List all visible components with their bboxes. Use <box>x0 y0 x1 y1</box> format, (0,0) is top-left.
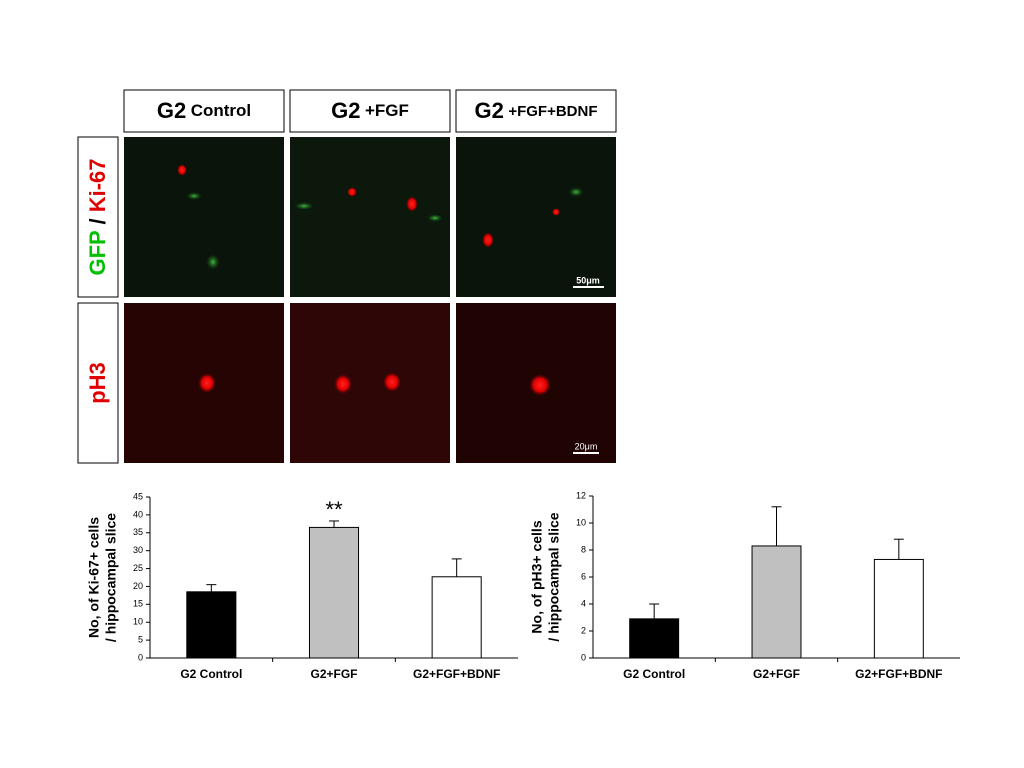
bar <box>873 558 924 659</box>
column-header: G2 Control <box>157 98 251 123</box>
row-headers: GFP / Ki-67 pH3 <box>77 136 119 464</box>
y-axis-label: No, of Ki-67+ cells <box>86 517 102 638</box>
x-tick-label: G2 Control <box>623 667 685 681</box>
y-tick-label: 0 <box>581 652 586 662</box>
y-tick-label: 12 <box>576 490 586 500</box>
header-main: G2 <box>331 98 360 123</box>
column-headers: G2 Control G2 +FGF G2 +FGF+BDNF <box>123 89 617 133</box>
y-tick-label: 35 <box>133 527 143 537</box>
x-tick-label: G2+FGF+BDNF <box>855 667 942 681</box>
bar <box>186 591 237 659</box>
y-tick-label: 0 <box>138 652 143 662</box>
y-tick-label: 6 <box>581 571 586 581</box>
row-label-part: Ki-67 <box>85 159 110 213</box>
annotation: ** <box>325 497 343 522</box>
y-axis-label: / hippocampal slice <box>546 512 562 641</box>
row-header: pH3 <box>85 362 110 404</box>
y-tick-label: 2 <box>581 625 586 635</box>
bar <box>751 545 802 659</box>
scale-bar-label: 20μm <box>575 441 598 451</box>
x-tick-label: G2+FGF+BDNF <box>413 667 500 681</box>
y-tick-label: 30 <box>133 545 143 555</box>
row-label-part: GFP <box>85 231 110 276</box>
bar <box>431 576 482 659</box>
y-tick-label: 10 <box>133 617 143 627</box>
x-tick-label: G2 Control <box>180 667 242 681</box>
x-tick-label: G2+FGF <box>310 667 357 681</box>
y-tick-label: 45 <box>133 491 143 501</box>
header-sub: +FGF+BDNF <box>508 103 597 120</box>
header-main: G2 <box>475 98 504 123</box>
bar <box>629 618 680 659</box>
column-header: G2 +FGF+BDNF <box>475 98 598 123</box>
row-label-part: / <box>85 218 110 224</box>
y-axis-label: / hippocampal slice <box>103 513 119 642</box>
y-tick-label: 25 <box>133 563 143 573</box>
y-tick-label: 8 <box>581 544 586 554</box>
y-tick-label: 15 <box>133 599 143 609</box>
micrographs: 50μm 20μm <box>124 137 616 463</box>
header-main: G2 <box>157 98 186 123</box>
y-axis-label: No, of pH3+ cells <box>529 520 545 633</box>
y-tick-label: 5 <box>138 634 143 644</box>
y-tick-label: 20 <box>133 581 143 591</box>
scale-bar-label: 50μm <box>576 275 600 285</box>
header-sub: +FGF <box>365 101 409 120</box>
y-tick-label: 4 <box>581 598 586 608</box>
y-tick-label: 10 <box>576 517 586 527</box>
row-header: GFP / Ki-67 <box>85 159 110 276</box>
column-header: G2 +FGF <box>331 98 409 123</box>
y-tick-label: 40 <box>133 509 143 519</box>
bar <box>308 526 360 659</box>
header-sub: Control <box>191 101 251 120</box>
x-tick-label: G2+FGF <box>753 667 800 681</box>
